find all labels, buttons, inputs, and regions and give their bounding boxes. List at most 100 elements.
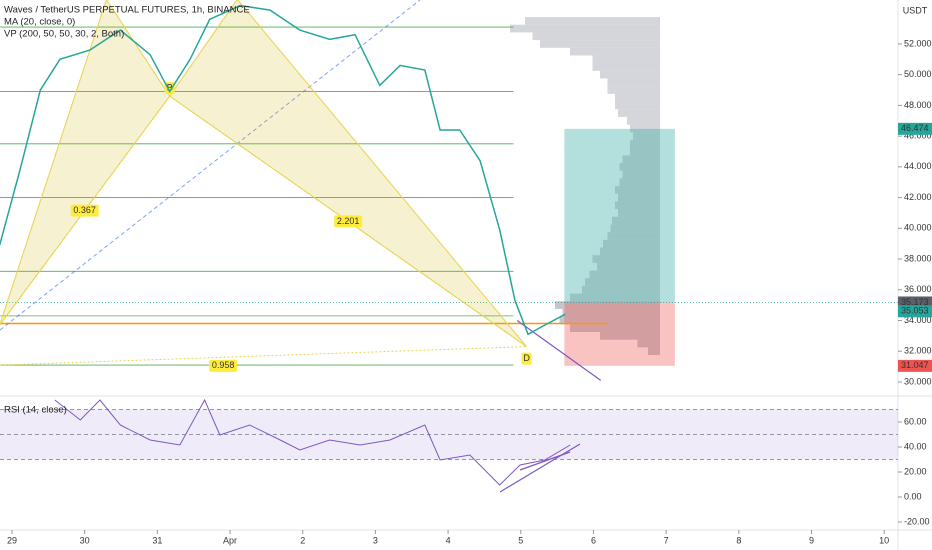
- volume-profile-bar: [555, 301, 660, 309]
- volume-profile-bar: [637, 339, 660, 348]
- volume-profile-bar: [559, 316, 660, 325]
- volume-profile-bar: [610, 224, 660, 233]
- point-label-bg: [521, 352, 532, 365]
- x-tick-label: 2: [300, 535, 305, 545]
- ratio-label: 2.201: [337, 216, 360, 226]
- rsi-trend: [519, 451, 571, 471]
- rsi-line: [54, 398, 571, 486]
- ratio-label: 0.958: [212, 360, 235, 370]
- volume-profile-bar: [615, 93, 660, 102]
- x-tick-label: 4: [446, 535, 451, 545]
- ratio-label: 0.367: [73, 205, 96, 215]
- volume-profile-bar: [615, 201, 660, 210]
- volume-profile-bar: [622, 155, 660, 164]
- stop-zone: [564, 302, 675, 366]
- point-label: D: [523, 353, 530, 363]
- x-tick-label: 10: [879, 535, 889, 545]
- rsi-y-tick-label: 20.00: [904, 466, 927, 476]
- stop-label: 31.047: [901, 360, 929, 370]
- volume-profile-bar: [618, 193, 660, 202]
- y-tick-label: 40.000: [904, 223, 932, 233]
- y-tick-label: 50.000: [904, 69, 932, 79]
- volume-profile-bar: [622, 170, 660, 179]
- currency: USDT: [903, 5, 928, 15]
- y-tick-label: 48.000: [904, 100, 932, 110]
- volume-profile-bar: [592, 63, 660, 71]
- y-tick-label: 30.000: [904, 376, 932, 386]
- volume-profile-bar: [570, 47, 660, 56]
- volume-profile-bar: [582, 285, 660, 294]
- volume-profile-bar: [597, 262, 660, 271]
- volume-profile-bar: [570, 324, 660, 333]
- volume-profile-bar: [630, 147, 660, 156]
- target-zone: [564, 128, 675, 303]
- volume-profile-bar: [603, 239, 660, 248]
- volume-profile-bar: [619, 178, 660, 187]
- entry-label: 35.173: [901, 297, 929, 307]
- volume-profile-bar: [607, 86, 660, 94]
- volume-profile-bar: [540, 40, 660, 48]
- x-tick-label: 8: [736, 535, 741, 545]
- volume-profile-bar: [607, 78, 660, 87]
- vp-legend: VP (200, 50, 50, 30, 2, Both): [4, 29, 124, 40]
- volume-profile-bar: [619, 163, 660, 171]
- point-label-bg: [164, 82, 175, 95]
- y-tick-label: 36.000: [904, 284, 932, 294]
- ratio-label-bg: [334, 215, 363, 228]
- rsi-trend: [499, 443, 581, 493]
- volume-profile-bar: [600, 70, 660, 79]
- volume-profile-bar: [510, 24, 660, 33]
- x-tick-label: 9: [809, 535, 814, 545]
- rsi-y-tick-label: 60.00: [904, 416, 927, 426]
- volume-profile-bar: [532, 32, 660, 41]
- y-tick-label: 42.000: [904, 192, 932, 202]
- point-label: B: [167, 83, 173, 93]
- volume-profile-bar: [592, 255, 660, 263]
- volume-profile-bar: [648, 347, 660, 356]
- volume-profile-bar: [615, 186, 660, 194]
- rsi-y-tick-label: -20.00: [904, 516, 930, 526]
- x-tick-label: Apr: [223, 535, 237, 545]
- volume-profile-bar: [600, 332, 660, 340]
- ratio-label-bg: [70, 204, 99, 217]
- y-tick-label: 34.000: [904, 315, 932, 325]
- symbol-title: Waves / TetherUS PERPETUAL FUTURES, 1h, …: [4, 5, 250, 16]
- volume-profile-bar: [618, 109, 660, 117]
- target-label-bg: [898, 122, 932, 135]
- volume-profile-bar: [562, 308, 660, 317]
- volume-profile-bar: [600, 247, 660, 256]
- x-tick-label: 6: [591, 535, 596, 545]
- last-label-bg: [898, 305, 932, 318]
- y-tick-label: 52.000: [904, 38, 932, 48]
- x-tick-label: 30: [80, 535, 90, 545]
- trend-dashed: [0, 0, 421, 331]
- y-tick-label: 46.000: [904, 130, 932, 140]
- x-tick-label: 31: [152, 535, 162, 545]
- volume-profile-bar: [585, 278, 660, 286]
- rsi-legend: RSI (14, close): [4, 405, 67, 416]
- x-tick-label: 29: [7, 535, 17, 545]
- volume-profile-bar: [615, 101, 660, 110]
- volume-profile-bar: [525, 17, 660, 25]
- volume-profile-bar: [633, 132, 660, 140]
- volume-profile-bar: [612, 216, 660, 225]
- volume-profile-bar: [592, 55, 660, 64]
- trendline: [516, 319, 602, 381]
- ratio-label-bg: [209, 359, 238, 372]
- x-tick-label: 5: [518, 535, 523, 545]
- rsi-y-tick-label: 0.00: [904, 491, 922, 501]
- volume-profile-bar: [630, 139, 660, 148]
- x-tick-label: 3: [373, 535, 378, 545]
- x-tick-label: 7: [664, 535, 669, 545]
- pattern-xb: [0, 95, 171, 326]
- rsi-y-tick-label: 40.00: [904, 441, 927, 451]
- y-tick-label: 44.000: [904, 161, 932, 171]
- price-line: [0, 4, 566, 336]
- stop-label-bg: [898, 359, 932, 372]
- last-label: 35.053: [901, 306, 929, 316]
- y-tick-label: 38.000: [904, 253, 932, 263]
- y-tick-label: 32.000: [904, 346, 932, 356]
- target-label: 46.474: [901, 123, 929, 133]
